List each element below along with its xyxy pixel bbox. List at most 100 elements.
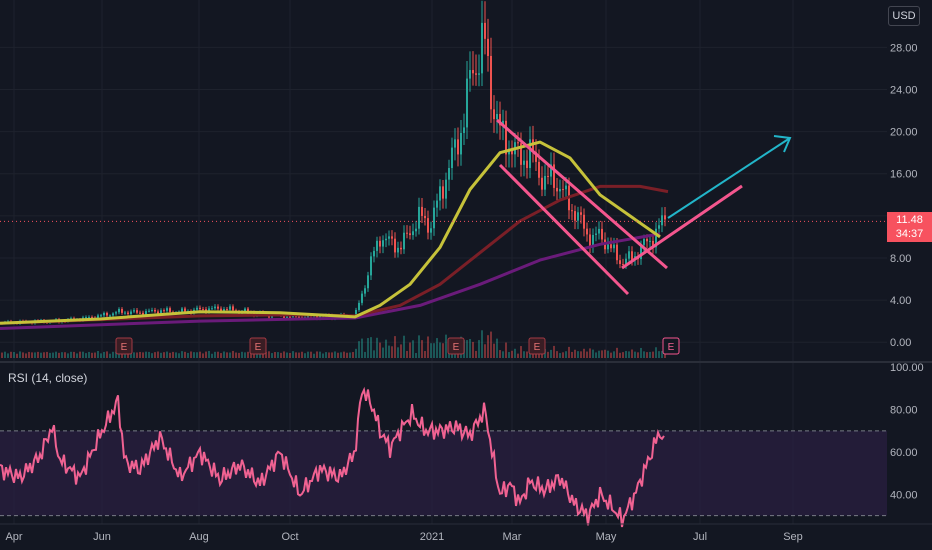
- volume-bar: [490, 331, 492, 358]
- volume-bar: [559, 353, 561, 358]
- candle-body: [595, 233, 597, 235]
- volume-bar: [31, 352, 33, 358]
- volume-bar: [433, 343, 435, 358]
- candle-body: [454, 139, 456, 148]
- volume-bar: [382, 347, 384, 358]
- volume-bar: [376, 337, 378, 358]
- volume-bar: [1, 352, 3, 358]
- volume-bar: [493, 343, 495, 358]
- volume-bar: [310, 351, 312, 358]
- earnings-marker[interactable]: [662, 337, 680, 355]
- candle-body: [184, 308, 186, 312]
- time-tick-label: Jul: [693, 531, 707, 543]
- candle-body: [616, 244, 618, 261]
- volume-bar: [181, 351, 183, 358]
- volume-bar: [475, 350, 477, 358]
- volume-bar: [244, 352, 246, 358]
- earnings-marker[interactable]: [528, 337, 546, 355]
- candle-body: [376, 240, 378, 251]
- candle-body: [553, 164, 555, 188]
- price-axis[interactable]: 0.004.008.0012.0016.0020.0024.0028.0040.…: [890, 42, 924, 501]
- earnings-marker[interactable]: [447, 337, 465, 355]
- candle-body: [535, 152, 537, 162]
- volume-bar: [283, 351, 285, 358]
- candle-body: [427, 218, 429, 233]
- volume-bar: [289, 352, 291, 358]
- volume-bar: [268, 351, 270, 358]
- earnings-marker-label: E: [453, 342, 460, 353]
- volume-bar: [607, 350, 609, 358]
- time-axis[interactable]: Apr Jun Aug Oct 2021 Mar May Jul Sep: [5, 531, 802, 543]
- price-tick-label: 16.00: [890, 169, 918, 181]
- currency-badge[interactable]: USD: [888, 6, 920, 26]
- volume-bar: [337, 352, 339, 358]
- volume-bar: [625, 350, 627, 358]
- volume-bar: [109, 353, 111, 358]
- time-tick-label: Mar: [503, 531, 522, 543]
- earnings-marker[interactable]: [115, 337, 133, 355]
- candle-body: [610, 244, 612, 249]
- volume-bar: [577, 351, 579, 358]
- volume-bar: [265, 352, 267, 358]
- volume-bar: [370, 337, 372, 358]
- volume-bar: [424, 351, 426, 358]
- volume-bar: [574, 349, 576, 358]
- candle-body: [628, 251, 630, 259]
- candle-body: [607, 244, 609, 250]
- volume-bar: [469, 339, 471, 358]
- rsi-band: [0, 430, 887, 516]
- volume-bar: [154, 352, 156, 358]
- volume-bar: [25, 353, 27, 358]
- candle-body: [547, 175, 549, 177]
- volume-bar: [355, 348, 357, 358]
- candle-body: [382, 240, 384, 247]
- channel-bottom-line: [498, 163, 630, 296]
- volume-bar: [97, 350, 99, 358]
- volume-bar: [658, 351, 660, 358]
- volume-bar: [616, 347, 618, 358]
- candle-body: [646, 238, 648, 242]
- volume-bar: [613, 351, 615, 358]
- volume-bar: [172, 351, 174, 358]
- candle-body: [652, 240, 654, 248]
- candle-body: [88, 316, 90, 318]
- volume-bar: [253, 352, 255, 358]
- drawings[interactable]: [496, 118, 792, 296]
- candle-body: [490, 55, 492, 110]
- volume-bar: [610, 352, 612, 358]
- volume-bar: [403, 335, 405, 358]
- candle-body: [574, 211, 576, 221]
- volume-bar: [13, 352, 15, 358]
- candle-body: [649, 240, 651, 242]
- rsi-tick-label: 60.00: [890, 447, 918, 459]
- candle-body: [541, 177, 543, 190]
- volume-bar: [70, 351, 72, 358]
- candle-body: [388, 236, 390, 239]
- candle-body: [532, 139, 534, 153]
- rsi-title[interactable]: RSI (14, close): [8, 371, 88, 385]
- candle-body: [118, 308, 120, 313]
- volume-bar: [514, 348, 516, 358]
- volume-bar: [619, 352, 621, 358]
- earnings-marker[interactable]: [249, 337, 267, 355]
- volume-bar: [415, 353, 417, 358]
- volume-bar: [139, 351, 141, 358]
- rsi-tick-label: 80.00: [890, 405, 918, 417]
- candle-body: [418, 206, 420, 229]
- volume-bar: [94, 352, 96, 358]
- candle-body: [169, 308, 171, 312]
- time-tick-label: 2021: [420, 531, 444, 543]
- volume-bar: [16, 353, 18, 358]
- candle-body: [424, 215, 426, 219]
- candle-body: [214, 306, 216, 309]
- candle-body: [358, 302, 360, 310]
- volume-bar: [322, 353, 324, 358]
- volume-bar: [76, 353, 78, 358]
- volume-bar: [232, 350, 234, 358]
- volume-bar: [295, 352, 297, 358]
- volume-bar: [67, 353, 69, 358]
- price-tick-label: 8.00: [890, 253, 911, 265]
- candle-body: [436, 200, 438, 208]
